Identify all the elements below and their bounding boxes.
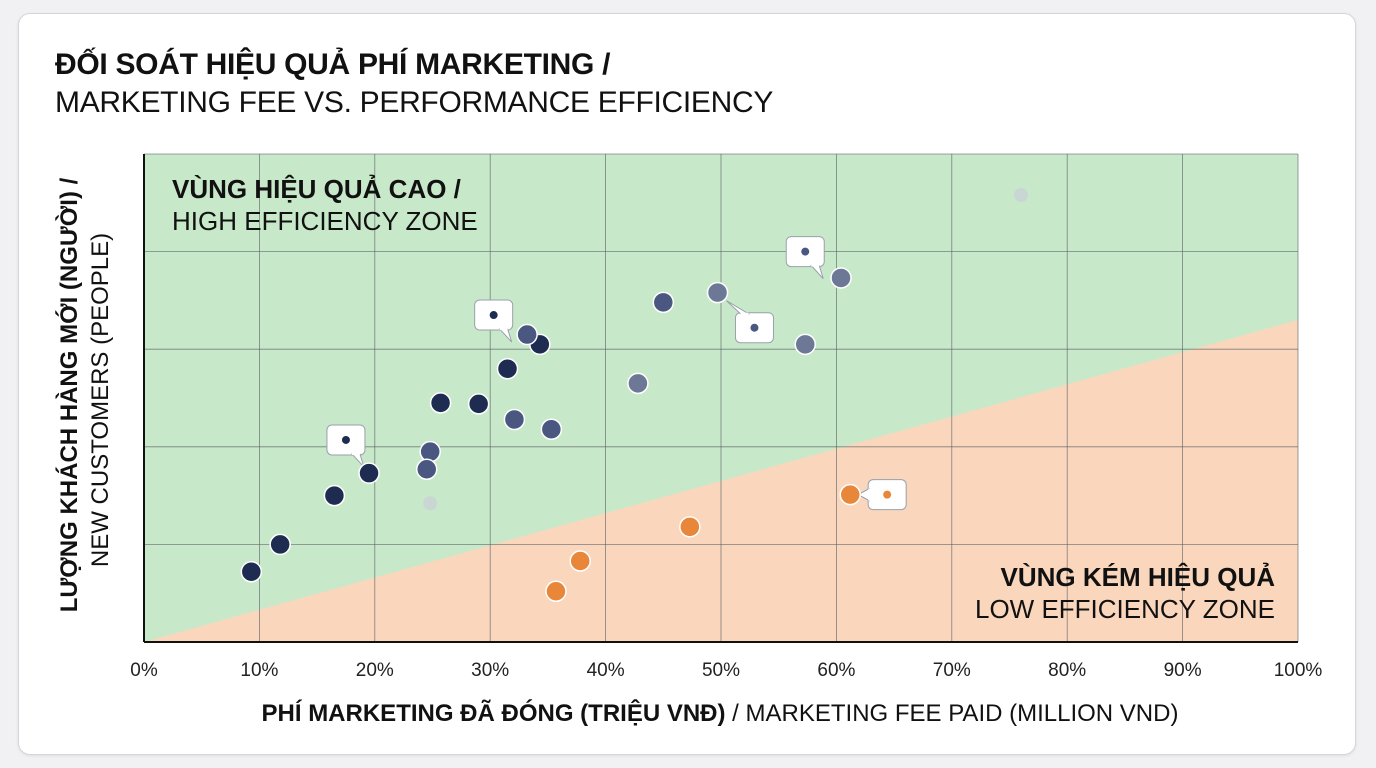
data-point-faded <box>423 496 438 511</box>
data-point-low-efficiency <box>679 516 701 538</box>
x-tick-label: 20% <box>356 660 394 681</box>
data-point-faded <box>1014 187 1029 202</box>
data-point-high-efficiency-light <box>830 267 852 289</box>
data-point-high-efficiency-dark <box>496 357 519 380</box>
data-point-low-efficiency <box>545 580 567 602</box>
callout-marker <box>800 246 811 257</box>
data-point-high-efficiency-medium <box>419 440 441 463</box>
x-tick-label: 90% <box>1164 660 1202 681</box>
x-tick-label: 40% <box>587 660 625 681</box>
data-point-high-efficiency-medium <box>540 418 563 440</box>
data-point-high-efficiency-dark <box>269 533 291 556</box>
data-point-high-efficiency-dark <box>358 462 380 484</box>
callout-bubble <box>474 299 514 343</box>
high-zone-label-english: HIGH EFFICIENCY ZONE <box>172 206 478 236</box>
chart-title-english: MARKETING FEE VS. PERFORMANCE EFFICIENCY <box>55 86 774 119</box>
data-point-high-efficiency-light <box>627 372 649 395</box>
x-tick-label: 50% <box>702 660 740 681</box>
x-tick-label: 10% <box>240 660 278 681</box>
data-point-high-efficiency-medium <box>652 291 675 314</box>
callout-marker <box>882 489 893 500</box>
low-zone-label-vietnamese: VÙNG KÉM HIỆU QUẢ <box>1001 562 1276 592</box>
x-axis-label-vietnamese: PHÍ MARKETING ĐÃ ĐÓNG (TRIỆU VNĐ) <box>262 699 726 727</box>
data-point-low-efficiency <box>839 483 861 506</box>
data-point-low-efficiency <box>569 550 591 572</box>
chart-title: ĐỐI SOÁT HIỆU QUẢ PHÍ MARKETING / MARKET… <box>55 46 773 122</box>
data-point-high-efficiency-dark <box>467 393 490 415</box>
x-tick-label: 80% <box>1048 660 1086 681</box>
high-zone-label-vietnamese: VÙNG HIỆU QUẢ CAO / <box>172 174 461 204</box>
data-point-high-efficiency-medium <box>415 458 438 480</box>
x-tick-label: 100% <box>1274 660 1323 681</box>
x-tick-label: 0% <box>130 660 158 681</box>
data-point-high-efficiency-light <box>794 333 816 356</box>
callout-bubble <box>857 479 907 511</box>
callout-marker <box>340 434 351 445</box>
data-point-high-efficiency-medium <box>516 323 538 346</box>
callout-marker <box>749 322 760 333</box>
data-point-high-efficiency-dark <box>240 560 263 583</box>
data-point-high-efficiency-dark <box>429 392 452 414</box>
data-point-high-efficiency-dark <box>323 484 346 507</box>
data-point-high-efficiency-light <box>706 281 729 304</box>
callout-bubble <box>726 300 774 344</box>
data-point-high-efficiency-medium <box>503 408 526 431</box>
x-tick-label: 70% <box>933 660 971 681</box>
y-axis-label-english: NEW CUSTOMERS (PEOPLE) <box>87 233 114 567</box>
callout-marker <box>488 310 499 321</box>
x-axis-label-english: / MARKETING FEE PAID (MILLION VND) <box>726 700 1179 727</box>
callout-bubble <box>326 424 366 468</box>
x-axis-label: PHÍ MARKETING ĐÃ ĐÓNG (TRIỆU VNĐ) / MARK… <box>262 699 1179 727</box>
callout-bubble <box>785 236 825 279</box>
low-zone-label-english: LOW EFFICIENCY ZONE <box>975 594 1275 624</box>
x-tick-label: 30% <box>471 660 509 681</box>
y-axis-label-vietnamese: LƯỢNG KHÁCH HÀNG MỚI (NGƯỜI) / <box>55 177 83 612</box>
x-tick-label: 60% <box>817 660 855 681</box>
chart-title-vietnamese: ĐỐI SOÁT HIỆU QUẢ PHÍ MARKETING / <box>55 48 611 81</box>
